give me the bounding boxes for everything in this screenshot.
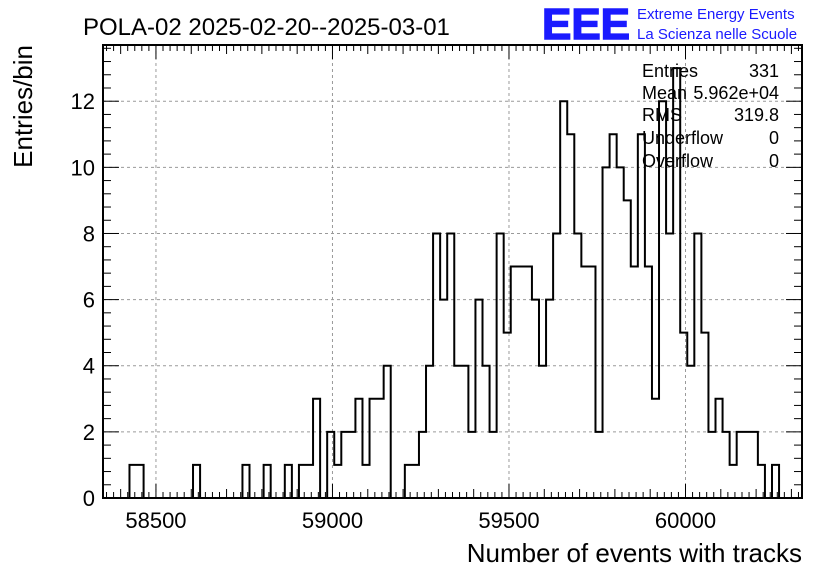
eee-logo: EEE Extreme Energy Events La Scienza nel…	[541, 0, 797, 50]
y-axis-label: Entries/bin	[8, 45, 38, 168]
histogram-bin	[716, 399, 723, 498]
stats-overflow-label: Overflow	[642, 151, 714, 171]
histogram-bin	[327, 432, 334, 498]
histogram-bin	[588, 267, 595, 498]
x-tick-label: 58500	[125, 508, 186, 533]
stats-mean-label: Mean	[642, 83, 687, 103]
histogram-bin	[751, 432, 758, 498]
eee-logo-line2: La Scienza nelle Scuole	[637, 26, 797, 43]
y-tick-label: 0	[83, 486, 95, 511]
histogram-bin	[504, 333, 511, 498]
histogram-bin	[193, 465, 200, 498]
histogram-bin	[772, 465, 779, 498]
histogram-bin	[652, 399, 659, 498]
x-axis-label: Number of events with tracks	[467, 538, 802, 568]
histogram-bin	[242, 465, 249, 498]
y-tick-label: 6	[83, 288, 95, 313]
histogram-bin	[638, 134, 645, 498]
histogram-bin	[348, 432, 355, 498]
histogram-bin	[546, 300, 553, 498]
y-tick-label: 2	[83, 420, 95, 445]
histogram-bin	[581, 267, 588, 498]
histogram-bin	[405, 465, 412, 498]
histogram-bin	[525, 267, 532, 498]
histogram-bin	[475, 300, 482, 498]
histogram-bin	[264, 465, 271, 498]
y-tick-label: 12	[71, 89, 95, 114]
plot-frame	[102, 44, 803, 499]
axis-ticks	[103, 45, 802, 499]
tick-labels: 58500 59000 59500 60000 0 2 4 6 8 10 12	[71, 89, 717, 533]
stats-underflow-value: 0	[769, 128, 779, 148]
histogram-bin	[285, 465, 292, 498]
histogram-bin	[511, 267, 518, 498]
histogram-bin	[758, 465, 765, 498]
histogram-bin	[532, 300, 539, 498]
histogram-bin	[137, 465, 144, 498]
histogram-bin	[624, 200, 631, 498]
histogram-bin	[490, 432, 497, 498]
histogram-bin	[355, 399, 362, 498]
histogram-bin	[567, 134, 574, 498]
histogram-bars	[128, 67, 781, 499]
x-tick-label: 60000	[655, 508, 716, 533]
histogram-bin	[313, 399, 320, 498]
histogram-bin	[730, 465, 737, 498]
stats-mean-value: 5.962e+04	[693, 83, 779, 103]
histogram-bin	[440, 300, 447, 498]
eee-logo-mark: EEE	[542, 0, 630, 49]
histogram-bin	[419, 432, 426, 498]
histogram-outline	[128, 67, 781, 499]
histogram-bin	[306, 465, 313, 498]
histogram-bin	[645, 267, 652, 498]
y-tick-label: 10	[71, 155, 95, 180]
y-tick-label: 4	[83, 354, 95, 379]
histogram-bin	[341, 432, 348, 498]
histogram-bin	[723, 432, 730, 498]
histogram-bin	[680, 333, 687, 498]
stats-rms-value: 319.8	[734, 105, 779, 125]
histogram-bin	[617, 167, 624, 498]
histogram-bin	[412, 465, 419, 498]
histogram-bin	[701, 333, 708, 498]
histogram-bin	[468, 432, 475, 498]
histogram-bin	[362, 465, 369, 498]
eee-logo-line1: Extreme Energy Events	[637, 6, 795, 23]
histogram-bin	[603, 167, 610, 498]
histogram-bin	[631, 267, 638, 498]
chart-title: POLA-02 2025-02-20--2025-03-01	[83, 14, 450, 41]
histogram-bin	[744, 432, 751, 498]
stats-entries-label: Entries	[642, 61, 698, 81]
stats-underflow-label: Underflow	[642, 128, 724, 148]
histogram-bin	[708, 432, 715, 498]
histogram-bin	[595, 432, 602, 498]
histogram-bin	[129, 465, 136, 498]
stats-rms-label: RMS	[642, 105, 682, 125]
grid-lines	[103, 45, 802, 498]
y-tick-label: 8	[83, 221, 95, 246]
x-tick-label: 59000	[302, 508, 363, 533]
histogram-bin	[610, 134, 617, 498]
histogram-bin	[737, 432, 744, 498]
histogram-bin	[370, 399, 377, 498]
histogram-bin	[518, 267, 525, 498]
x-tick-label: 59500	[478, 508, 539, 533]
histogram-bin	[377, 399, 384, 498]
stats-overflow-value: 0	[769, 151, 779, 171]
stats-entries-value: 331	[749, 61, 779, 81]
histogram-bin	[334, 465, 341, 498]
stats-box: Entries 331 Mean 5.962e+04 RMS 319.8 Und…	[642, 61, 779, 171]
histogram-bin	[299, 465, 306, 498]
